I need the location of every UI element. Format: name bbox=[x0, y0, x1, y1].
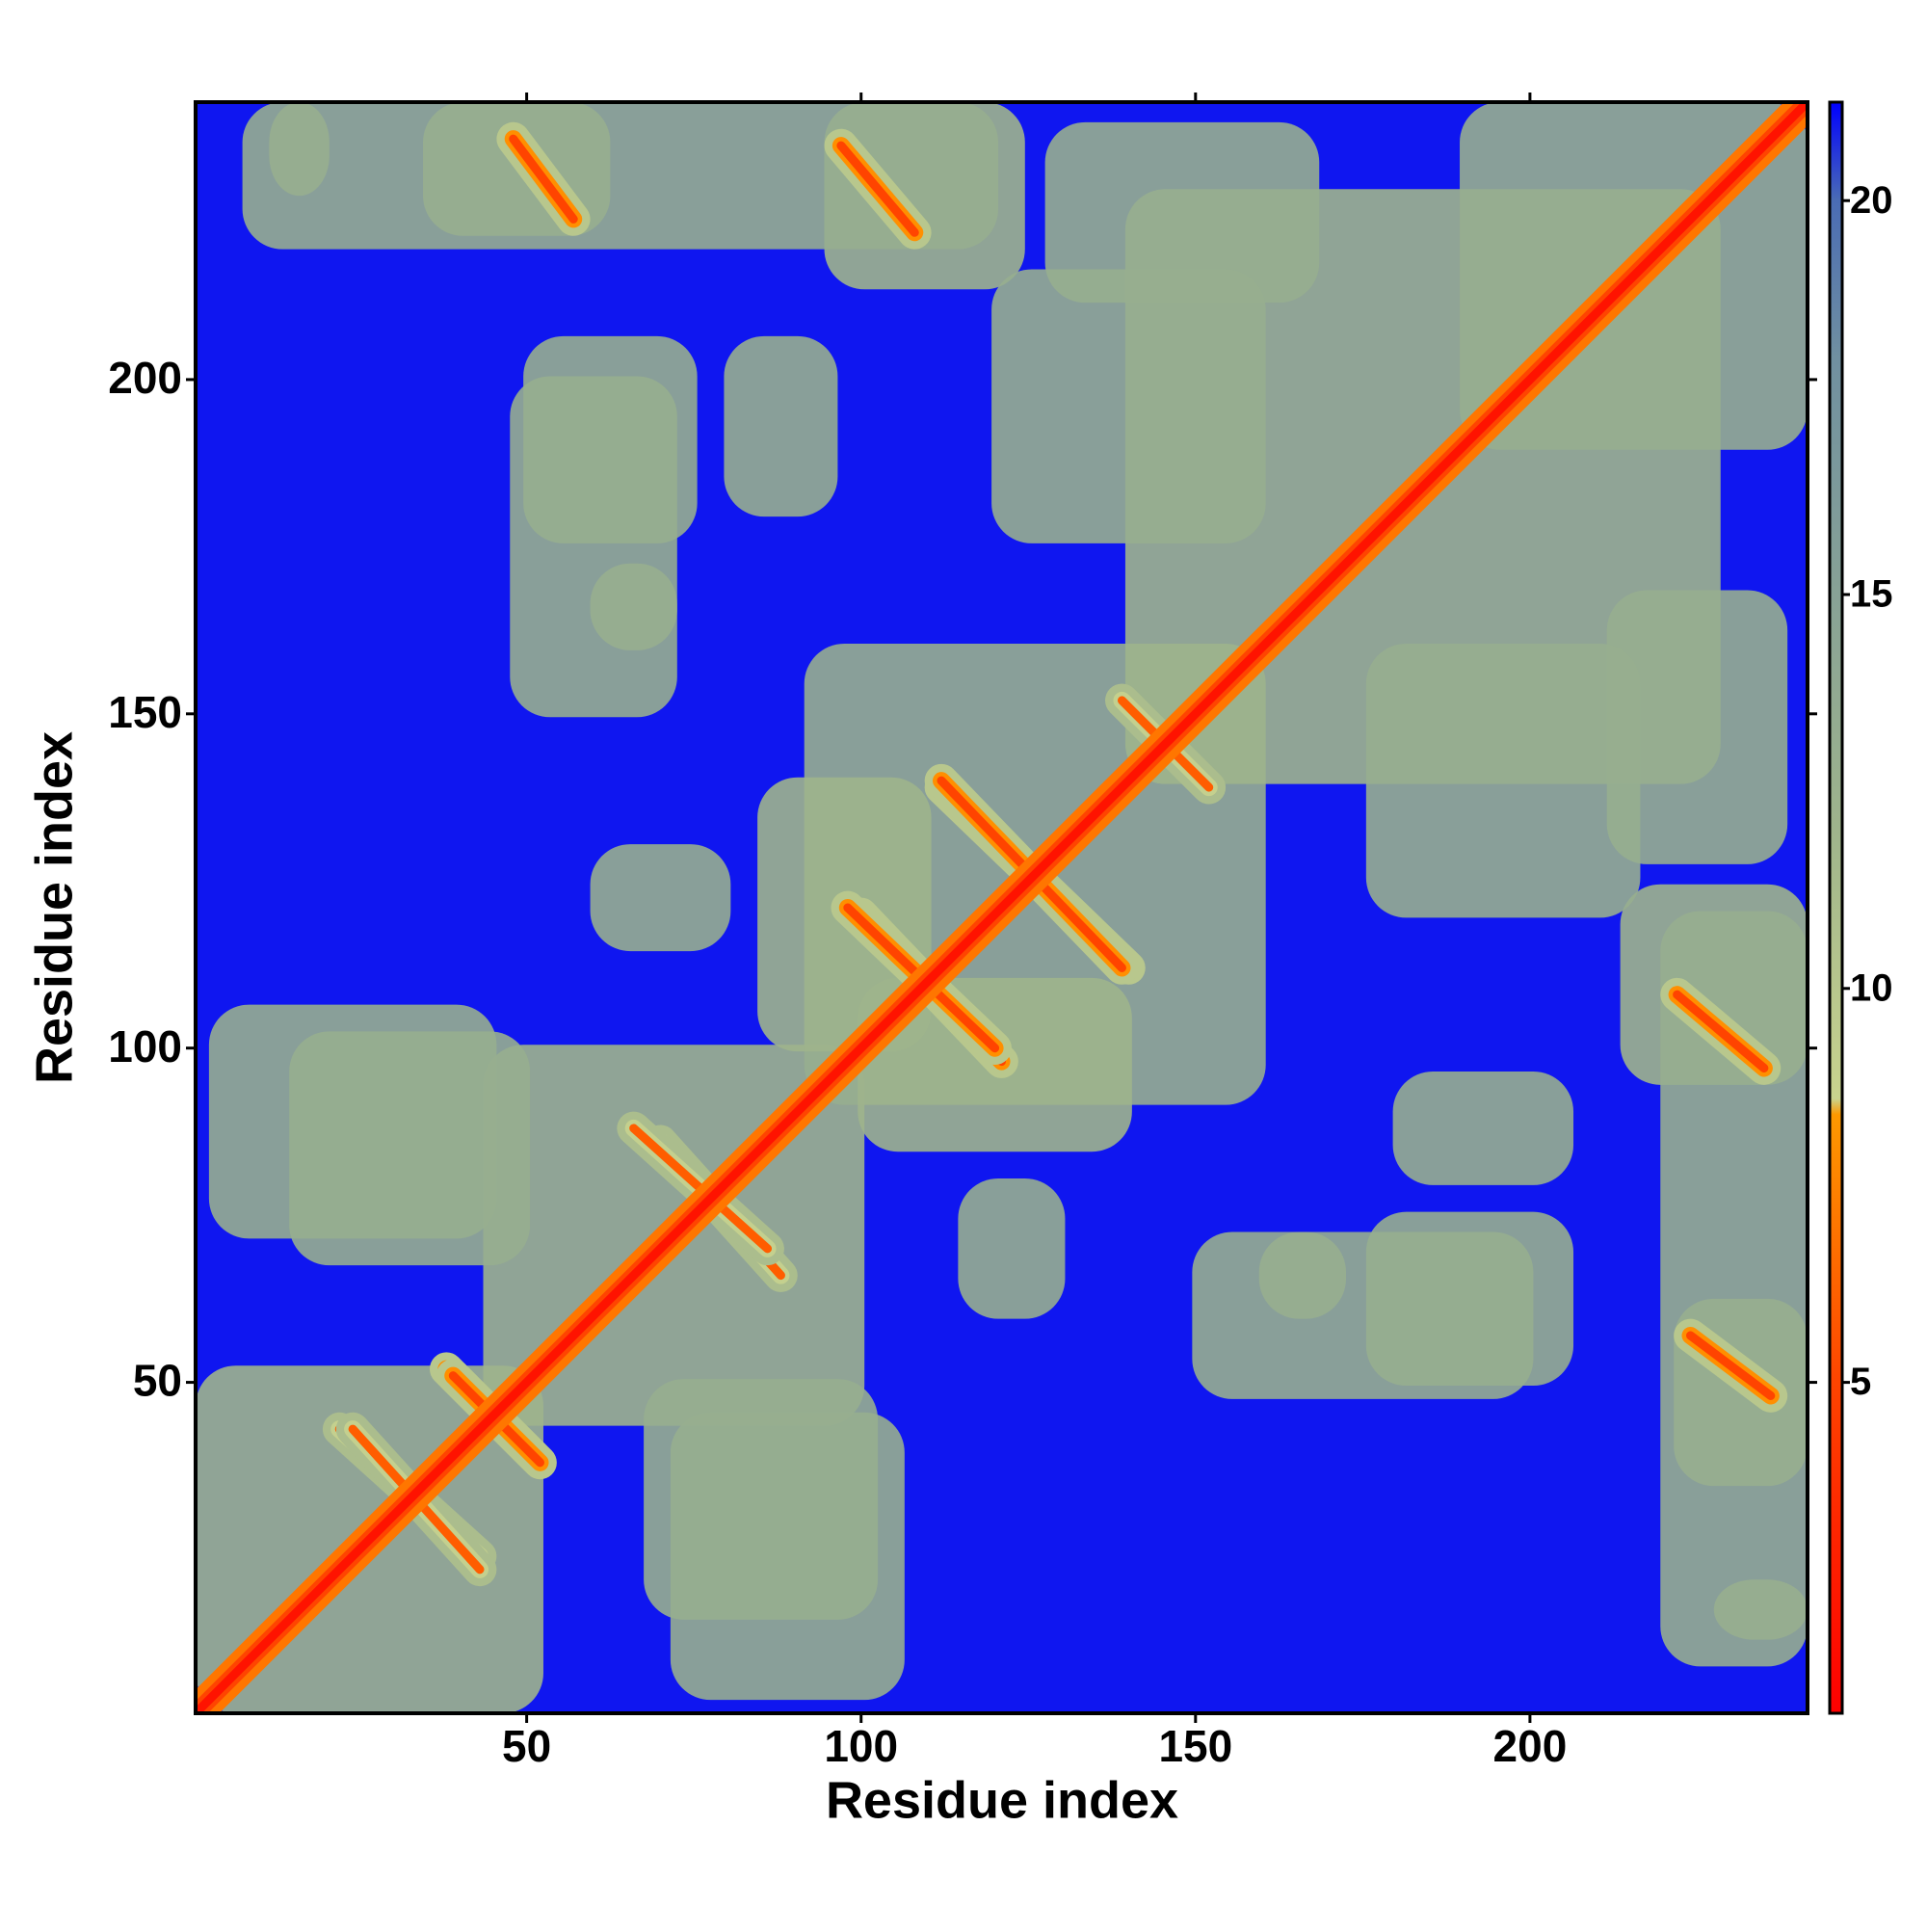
heatmap-block bbox=[1192, 1231, 1534, 1399]
heatmap-block bbox=[991, 269, 1266, 543]
contact-core bbox=[196, 102, 1808, 1713]
heatmap bbox=[196, 102, 1808, 1713]
x-tick-label: 50 bbox=[502, 1721, 551, 1771]
heatmap-block bbox=[1044, 121, 1320, 304]
heatmap-block bbox=[1392, 1071, 1574, 1185]
heatmap-block bbox=[644, 1379, 879, 1620]
plot-frame bbox=[194, 100, 1809, 1715]
x-axis-title: Residue index bbox=[826, 1771, 1178, 1829]
colorbar-tick-label: 15 bbox=[1850, 573, 1893, 616]
heatmap-block bbox=[242, 102, 999, 250]
heatmap-block bbox=[590, 844, 731, 952]
contact-core bbox=[509, 134, 578, 224]
heatmap-block bbox=[289, 1031, 531, 1266]
colorbar-tick-label: 20 bbox=[1850, 179, 1893, 222]
heatmap-block bbox=[510, 376, 677, 718]
x-tick-label: 150 bbox=[1158, 1721, 1232, 1771]
y-tick-label: 50 bbox=[133, 1356, 182, 1406]
heatmap-block bbox=[958, 1178, 1066, 1319]
y-axis-title: Residue index bbox=[25, 731, 83, 1084]
heatmap-block bbox=[1606, 590, 1788, 864]
y-tick-label: 100 bbox=[108, 1021, 182, 1072]
contact-core bbox=[836, 141, 919, 237]
contact-core bbox=[1686, 1331, 1776, 1400]
x-tick-label: 100 bbox=[824, 1721, 898, 1771]
y-tick-label: 150 bbox=[108, 687, 182, 737]
heatmap-block bbox=[1660, 911, 1808, 1667]
colorbar bbox=[1828, 100, 1844, 1715]
heatmap-block bbox=[724, 335, 838, 517]
x-tick-label: 200 bbox=[1493, 1721, 1568, 1771]
y-tick-label: 200 bbox=[108, 353, 182, 403]
colorbar-tick-label: 5 bbox=[1850, 1361, 1871, 1403]
contact-core bbox=[1673, 990, 1769, 1073]
colorbar-tick-label: 10 bbox=[1850, 966, 1893, 1009]
heatmap-block bbox=[1365, 643, 1641, 918]
